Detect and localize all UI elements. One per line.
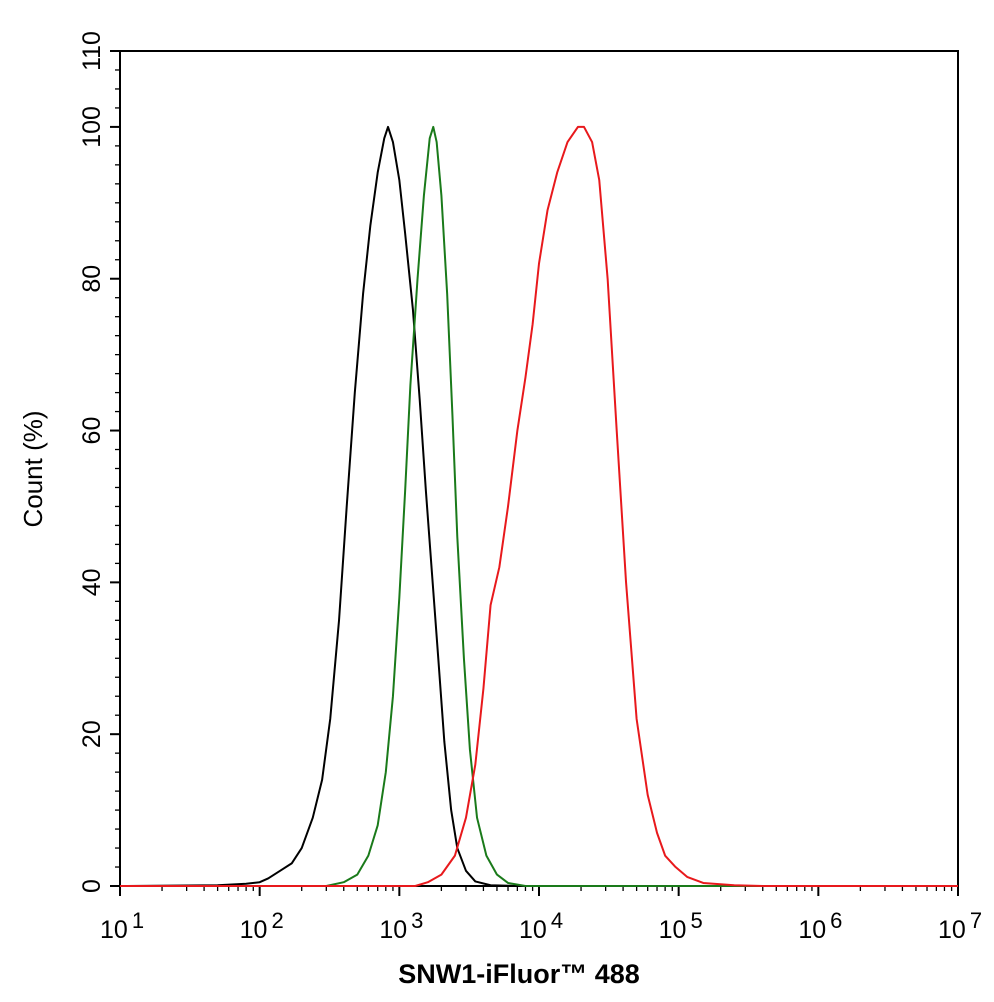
y-tick-label: 110 (78, 31, 106, 71)
x-tick-exponent: 3 (411, 908, 423, 933)
x-axis-tick-labels: 10 1 10 2 10 3 10 4 10 5 10 6 10 7 (100, 908, 982, 944)
x-tick-exponent: 1 (132, 908, 144, 933)
histogram-series-3 (120, 125, 958, 887)
y-axis-title: Count (%) (18, 410, 48, 527)
x-tick-exponent: 7 (970, 908, 982, 933)
y-tick-label: 100 (78, 106, 106, 148)
y-tick-label: 80 (78, 265, 106, 293)
histogram-series-2 (120, 125, 958, 887)
x-tick-exponent: 5 (690, 908, 702, 933)
x-tick-exponent: 4 (551, 908, 563, 933)
x-tick-label: 10 4 (519, 908, 563, 944)
x-tick-label: 10 3 (379, 908, 423, 944)
y-tick-label: 20 (78, 720, 106, 748)
y-axis-tick-labels: 0 20 40 60 80 100 110 (78, 31, 106, 893)
x-tick-label: 10 2 (240, 908, 284, 944)
x-tick-base: 10 (379, 916, 407, 944)
x-tick-label: 10 7 (938, 908, 982, 944)
x-tick-exponent: 2 (271, 908, 283, 933)
x-tick-base: 10 (798, 916, 826, 944)
plot-frame (119, 50, 959, 887)
y-tick-label: 40 (78, 568, 106, 596)
y-tick-label: 60 (78, 417, 106, 445)
y-tick-label: 0 (78, 879, 106, 893)
x-tick-label: 10 1 (100, 908, 144, 944)
histogram-series-1 (119, 125, 958, 887)
x-axis-title: SNW1-iFluor™ 488 (398, 959, 640, 989)
x-tick-label: 10 5 (659, 908, 703, 944)
x-tick-base: 10 (519, 916, 547, 944)
x-tick-base: 10 (240, 916, 268, 944)
x-tick-exponent: 6 (830, 908, 842, 933)
x-tick-base: 10 (938, 916, 966, 944)
series-lines (119, 125, 958, 887)
x-axis-major-ticks (119, 886, 959, 896)
y-axis-major-ticks (110, 50, 120, 887)
x-tick-label: 10 6 (798, 908, 842, 944)
x-tick-base: 10 (100, 916, 128, 944)
x-tick-base: 10 (659, 916, 687, 944)
